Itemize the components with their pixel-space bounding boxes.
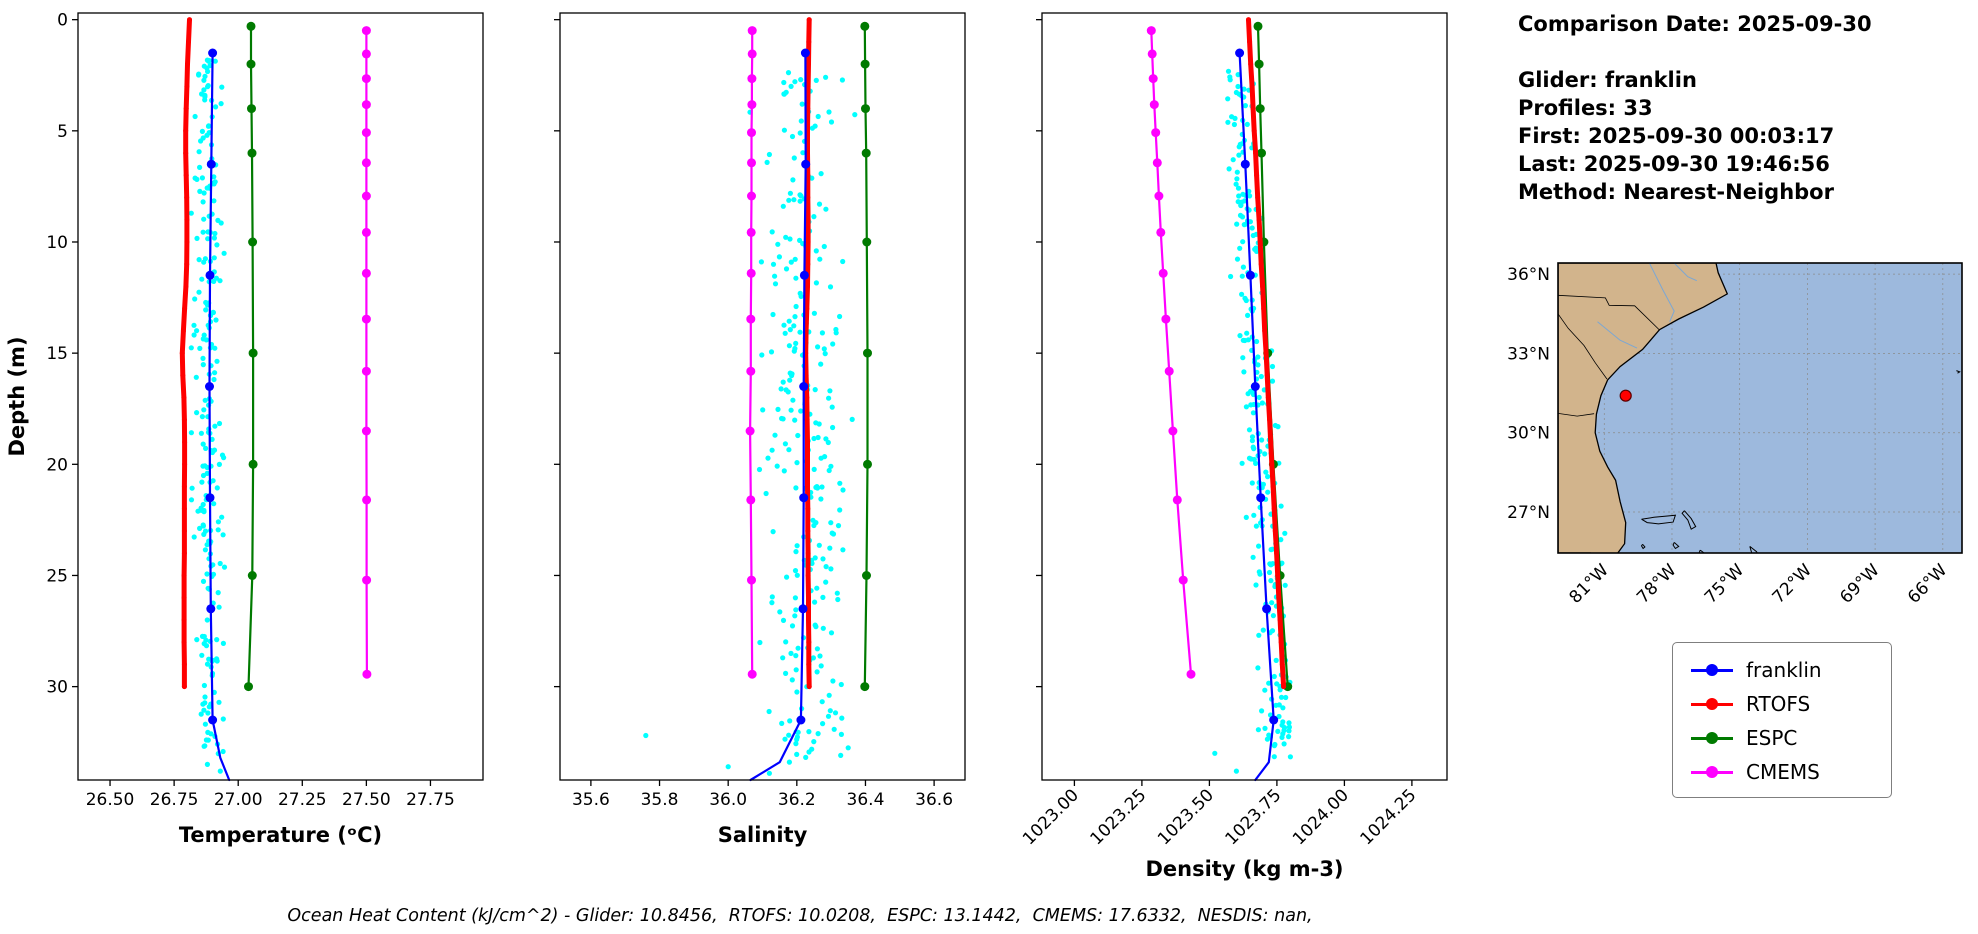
svg-text:Salinity: Salinity bbox=[718, 823, 808, 847]
svg-text:78°W: 78°W bbox=[1633, 560, 1680, 607]
rtofs-line-marker-icon bbox=[1691, 697, 1733, 711]
svg-text:36.4: 36.4 bbox=[847, 790, 885, 810]
svg-text:75°W: 75°W bbox=[1701, 560, 1748, 607]
map-state-border bbox=[1558, 313, 1608, 380]
info-spacer bbox=[1518, 38, 1872, 66]
svg-text:69°W: 69°W bbox=[1836, 560, 1883, 607]
density-plot: 1023.00 1023.25 1023.50 1023.75 1024.00 1024.… bbox=[1019, 12, 1448, 881]
svg-text:66°W: 66°W bbox=[1904, 560, 1951, 607]
franklin-line-marker-icon bbox=[1691, 663, 1733, 677]
legend-item-franklin: franklin bbox=[1673, 653, 1891, 687]
map-island-outline bbox=[1640, 543, 1646, 550]
cmems-profile-line bbox=[1146, 26, 1196, 679]
svg-text:35.6: 35.6 bbox=[572, 790, 610, 810]
svg-text:36.2: 36.2 bbox=[778, 790, 816, 810]
cmems-line-marker-icon bbox=[1691, 765, 1733, 779]
svg-text:1023.75: 1023.75 bbox=[1222, 785, 1286, 849]
svg-text:27.00: 27.00 bbox=[214, 790, 263, 810]
svg-text:27.25: 27.25 bbox=[278, 790, 327, 810]
legend-label: CMEMS bbox=[1746, 760, 1820, 784]
svg-text:Depth (m): Depth (m) bbox=[5, 336, 29, 456]
map-island-outline bbox=[1641, 514, 1677, 525]
svg-text:36.0: 36.0 bbox=[709, 790, 747, 810]
svg-text:25: 25 bbox=[46, 566, 68, 586]
map-river bbox=[1673, 263, 1698, 282]
legend-label: RTOFS bbox=[1746, 692, 1811, 716]
glider-position-marker bbox=[1619, 389, 1632, 402]
map-island-outline bbox=[1672, 542, 1680, 550]
temperature-plot: 26.50 26.75 27.00 27.25 27.50 27.75 0 5 10 15 20 25… bbox=[5, 11, 484, 847]
first-profile-time-text: First: 2025-09-30 00:03:17 bbox=[1518, 124, 1835, 148]
espc-profile-line bbox=[244, 21, 258, 692]
franklin-profile-line bbox=[749, 48, 811, 782]
density-glider-scatter bbox=[1212, 68, 1293, 774]
svg-text:30: 30 bbox=[46, 678, 68, 698]
cmems-profile-line bbox=[361, 26, 372, 679]
svg-text:15: 15 bbox=[46, 344, 68, 364]
svg-text:26.50: 26.50 bbox=[86, 790, 135, 810]
map-state-border bbox=[1558, 294, 1660, 331]
legend: franklin RTOFS ESPC CMEMS bbox=[1672, 642, 1892, 798]
map-land bbox=[1558, 263, 1729, 553]
salinity-plot: 35.6 35.8 36.0 36.2 36.4 36.6 Salinity bbox=[554, 12, 966, 847]
svg-text:35.8: 35.8 bbox=[641, 790, 679, 810]
glider-name-text: Glider: franklin bbox=[1518, 68, 1697, 92]
rtofs-profile-line bbox=[803, 17, 812, 690]
map-island-outline bbox=[1956, 370, 1961, 374]
svg-text:72°W: 72°W bbox=[1769, 560, 1816, 607]
location-map: 27°N 30°N 33°N 36°N 81°W 78°W 75°W 72°W 69°W 66°W bbox=[1507, 262, 1963, 608]
legend-label: franklin bbox=[1746, 658, 1822, 682]
legend-item-cmems: CMEMS bbox=[1673, 755, 1891, 789]
method-text: Method: Nearest-Neighbor bbox=[1518, 180, 1834, 204]
svg-text:27°N: 27°N bbox=[1507, 503, 1550, 523]
svg-text:26.75: 26.75 bbox=[150, 790, 199, 810]
svg-text:81°W: 81°W bbox=[1565, 560, 1612, 607]
svg-text:36°N: 36°N bbox=[1507, 265, 1550, 285]
svg-text:10: 10 bbox=[46, 233, 68, 253]
svg-text:30°N: 30°N bbox=[1507, 424, 1550, 444]
svg-text:1024.00: 1024.00 bbox=[1289, 785, 1353, 849]
svg-text:1024.25: 1024.25 bbox=[1357, 785, 1421, 849]
svg-text:27.75: 27.75 bbox=[406, 790, 455, 810]
espc-line-marker-icon bbox=[1691, 731, 1733, 745]
franklin-profile-line bbox=[205, 48, 231, 782]
map-state-border bbox=[1558, 413, 1595, 417]
svg-text:36.6: 36.6 bbox=[915, 790, 953, 810]
comparison-date-text: Comparison Date: 2025-09-30 bbox=[1518, 12, 1872, 36]
map-river bbox=[1597, 321, 1638, 349]
svg-text:1023.50: 1023.50 bbox=[1154, 785, 1218, 849]
cmems-profile-line bbox=[745, 26, 757, 679]
svg-text:1023.25: 1023.25 bbox=[1087, 785, 1151, 849]
map-river bbox=[1648, 263, 1675, 322]
svg-text:Density (kg m-3): Density (kg m-3) bbox=[1145, 857, 1343, 881]
legend-label: ESPC bbox=[1746, 726, 1798, 750]
svg-text:20: 20 bbox=[46, 455, 68, 475]
last-profile-time-text: Last: 2025-09-30 19:46:56 bbox=[1518, 152, 1830, 176]
svg-text:33°N: 33°N bbox=[1507, 344, 1550, 364]
info-panel: Comparison Date: 2025-09-30 Glider: fran… bbox=[1518, 10, 1872, 206]
franklin-profile-line bbox=[1235, 48, 1279, 782]
espc-profile-line bbox=[860, 21, 872, 692]
svg-text:0: 0 bbox=[57, 11, 68, 31]
svg-text:5: 5 bbox=[57, 122, 68, 142]
map-island-outline bbox=[1749, 546, 1758, 553]
salinity-glider-scatter bbox=[643, 70, 858, 776]
rtofs-profile-line bbox=[179, 17, 192, 690]
svg-text:1023.00: 1023.00 bbox=[1019, 785, 1083, 849]
map-island-outline bbox=[1681, 510, 1697, 530]
legend-item-rtofs: RTOFS bbox=[1673, 687, 1891, 721]
profiles-count-text: Profiles: 33 bbox=[1518, 96, 1653, 120]
svg-text:Temperature (ᵒC): Temperature (ᵒC) bbox=[179, 823, 382, 847]
rtofs-profile-line bbox=[1246, 17, 1287, 690]
svg-text:27.50: 27.50 bbox=[342, 790, 391, 810]
legend-item-espc: ESPC bbox=[1673, 721, 1891, 755]
ocean-heat-content-note: Ocean Heat Content (kJ/cm^2) - Glider: 1… bbox=[287, 906, 1313, 926]
